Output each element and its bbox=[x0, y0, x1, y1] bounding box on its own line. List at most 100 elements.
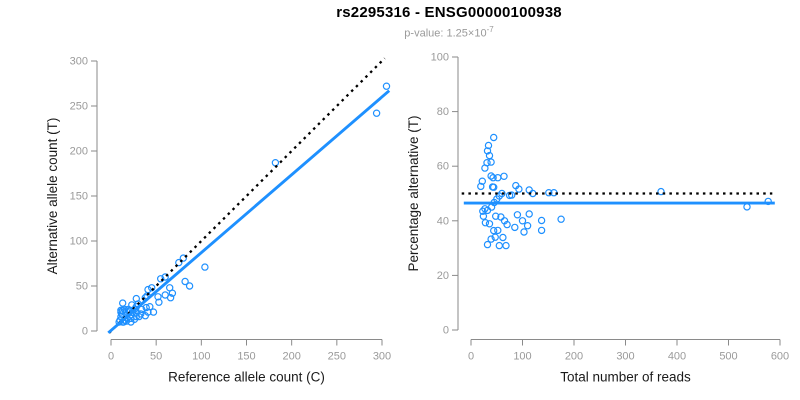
data-point bbox=[477, 182, 485, 191]
left-y-tick-label: 150 bbox=[70, 191, 88, 203]
data-point bbox=[492, 212, 500, 220]
data-point bbox=[520, 228, 528, 236]
left-x-tick-label: 150 bbox=[237, 351, 255, 363]
data-point bbox=[185, 282, 194, 290]
right-y-tick-label: 60 bbox=[437, 161, 449, 173]
left-y-tick-label: 250 bbox=[70, 101, 88, 113]
data-point bbox=[478, 177, 486, 185]
data-point bbox=[161, 273, 169, 281]
data-point bbox=[525, 186, 533, 194]
data-point bbox=[545, 188, 553, 197]
data-point bbox=[481, 218, 490, 227]
data-point bbox=[479, 212, 488, 220]
data-point bbox=[484, 141, 493, 150]
left-x-tick-label: 300 bbox=[373, 351, 391, 363]
data-point bbox=[154, 293, 162, 301]
data-point bbox=[525, 210, 533, 218]
right-y-tick-label: 100 bbox=[431, 52, 449, 64]
right-x-axis-title: Total number of reads bbox=[560, 370, 691, 385]
data-point bbox=[502, 241, 510, 250]
data-point bbox=[503, 220, 511, 229]
data-point bbox=[485, 151, 494, 160]
left-y-tick-label: 200 bbox=[70, 146, 88, 158]
data-point bbox=[485, 220, 494, 228]
data-point bbox=[149, 308, 158, 316]
data-point bbox=[490, 183, 498, 191]
left-x-axis-title: Reference allele count (C) bbox=[168, 370, 325, 385]
data-point bbox=[137, 305, 146, 314]
data-point bbox=[127, 318, 135, 326]
data-point bbox=[156, 275, 165, 283]
data-point bbox=[491, 233, 499, 241]
right-x-tick-label: 0 bbox=[468, 351, 474, 363]
data-point bbox=[487, 235, 495, 243]
left-y-tick-label: 100 bbox=[70, 236, 88, 248]
right-x-tick-label: 600 bbox=[771, 351, 789, 363]
data-point bbox=[490, 133, 498, 142]
right-y-axis-title: Percentage alternative (T) bbox=[406, 115, 421, 271]
data-point bbox=[147, 284, 156, 292]
data-point bbox=[168, 289, 177, 297]
data-point bbox=[483, 147, 492, 155]
right-x-tick-label: 300 bbox=[616, 351, 634, 363]
data-point bbox=[479, 207, 487, 215]
data-point bbox=[142, 303, 150, 312]
data-point bbox=[489, 173, 497, 182]
left-x-tick-label: 0 bbox=[108, 351, 114, 363]
p-value-text: p-value: 1.25×10 bbox=[404, 27, 487, 40]
identity-line bbox=[108, 57, 386, 334]
data-point bbox=[372, 109, 381, 117]
p-value-subtitle: p-value: 1.25×10-7 bbox=[96, 25, 800, 40]
right-y-tick-label: 40 bbox=[437, 215, 449, 227]
data-point bbox=[523, 221, 532, 230]
data-point bbox=[513, 211, 522, 219]
right-x-tick-label: 200 bbox=[565, 351, 583, 363]
data-point bbox=[495, 241, 503, 250]
left-y-tick-label: 50 bbox=[76, 281, 88, 293]
data-point bbox=[500, 172, 508, 180]
left-y-tick-label: 300 bbox=[70, 56, 88, 68]
data-point bbox=[118, 299, 127, 307]
data-point bbox=[537, 226, 546, 235]
left-x-tick-label: 250 bbox=[328, 351, 346, 363]
data-point bbox=[175, 258, 183, 267]
data-point bbox=[508, 191, 516, 199]
right-x-tick-label: 100 bbox=[513, 351, 531, 363]
data-point bbox=[181, 277, 189, 286]
data-point bbox=[201, 263, 209, 271]
left-y-tick-label: 0 bbox=[82, 326, 88, 338]
data-point bbox=[657, 187, 665, 196]
data-point bbox=[743, 203, 751, 211]
right-y-tick-label: 20 bbox=[437, 270, 449, 282]
left-x-tick-label: 50 bbox=[150, 351, 162, 363]
data-point bbox=[499, 233, 507, 242]
data-point bbox=[166, 294, 175, 302]
data-point bbox=[144, 285, 152, 294]
data-point bbox=[494, 226, 502, 235]
data-point bbox=[557, 215, 565, 223]
data-point bbox=[271, 158, 280, 167]
data-point bbox=[382, 82, 391, 90]
left-y-axis-title: Alternative allele count (T) bbox=[45, 118, 60, 275]
data-point bbox=[518, 217, 527, 225]
figure-title: rs2295316 - ENSG00000100938 bbox=[336, 4, 562, 21]
data-point bbox=[487, 172, 495, 180]
data-point bbox=[515, 185, 523, 193]
left-x-tick-label: 100 bbox=[192, 351, 210, 363]
regression-line bbox=[107, 89, 391, 334]
data-point bbox=[511, 223, 519, 232]
data-point bbox=[155, 298, 163, 306]
right-y-tick-label: 0 bbox=[443, 325, 449, 337]
right-x-tick-label: 500 bbox=[719, 351, 737, 363]
data-point bbox=[483, 240, 492, 249]
data-point bbox=[490, 226, 498, 235]
data-point bbox=[537, 216, 546, 225]
p-value-exponent: -7 bbox=[486, 25, 494, 34]
data-point bbox=[487, 158, 495, 166]
data-point bbox=[483, 158, 491, 167]
right-x-tick-label: 400 bbox=[668, 351, 686, 363]
right-y-tick-label: 80 bbox=[437, 106, 449, 118]
data-point bbox=[179, 254, 187, 262]
